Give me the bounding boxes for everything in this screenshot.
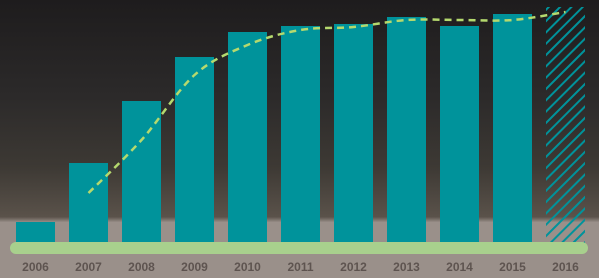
chart: 2006 2007 2008 2009 2010 2011 2012 2013 2014 2015… xyxy=(0,0,599,278)
bar xyxy=(16,222,55,243)
x-tick-label: 2006 xyxy=(22,260,49,274)
x-tick-label: 2015 xyxy=(499,260,526,274)
x-tick-label: 2008 xyxy=(128,260,155,274)
bar xyxy=(387,17,426,243)
bar xyxy=(493,14,532,243)
x-tick-label: 2012 xyxy=(340,260,367,274)
bar xyxy=(281,26,320,243)
x-tick-label: 2009 xyxy=(181,260,208,274)
bar xyxy=(334,24,373,243)
x-tick-label: 2010 xyxy=(234,260,261,274)
baseline-bar xyxy=(10,242,588,254)
page: 2006 2007 2008 2009 2010 2011 2012 2013 2014 2015… xyxy=(0,0,599,278)
x-tick-label: 2013 xyxy=(393,260,420,274)
bar xyxy=(546,7,585,243)
bar xyxy=(175,57,214,243)
x-tick-label: 2011 xyxy=(287,260,313,274)
bar xyxy=(228,32,267,243)
x-tick-label: 2014 xyxy=(446,260,473,274)
x-tick-label: 2016 xyxy=(552,260,579,274)
bar xyxy=(69,163,108,243)
x-tick-label: 2007 xyxy=(75,260,102,274)
bar xyxy=(440,26,479,243)
